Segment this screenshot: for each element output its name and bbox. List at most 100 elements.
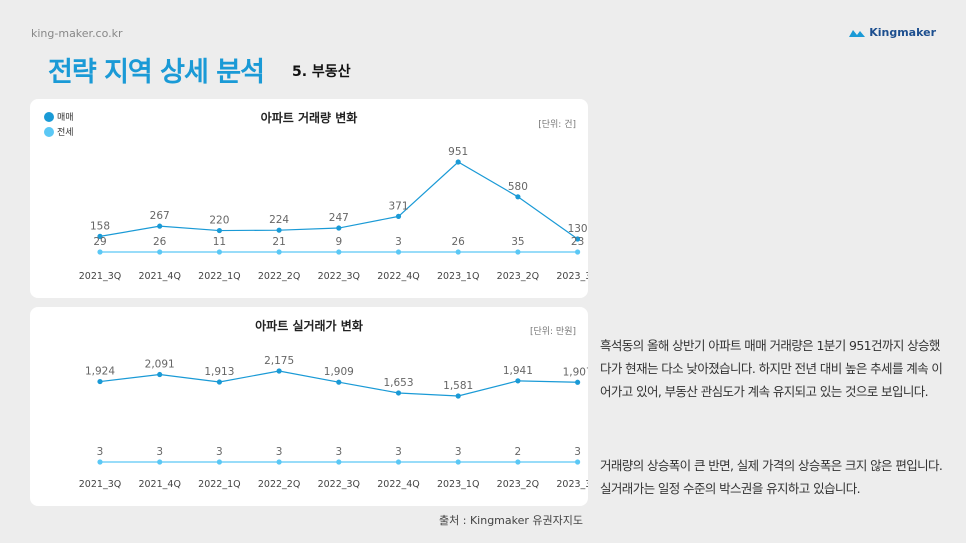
data-label: 21: [272, 236, 285, 248]
data-point: [97, 233, 103, 239]
data-point: [336, 459, 342, 465]
x-tick-label: 2022_1Q: [198, 271, 240, 282]
data-point: [515, 194, 521, 200]
data-label: 371: [388, 200, 408, 212]
description-paragraph-2: 거래량의 상승폭이 큰 반면, 실제 가격의 상승폭은 크지 않은 편입니다. …: [600, 458, 943, 496]
data-label: 3: [574, 446, 581, 458]
data-point: [216, 379, 222, 385]
data-label: 1,924: [85, 366, 115, 378]
data-point: [97, 459, 103, 465]
legend-dot-jeonse: [44, 126, 54, 137]
brand-logo: Kingmaker: [849, 26, 936, 39]
data-label: 1,581: [443, 380, 473, 392]
x-tick-label: 2022_4Q: [377, 479, 419, 490]
data-point: [276, 368, 282, 374]
data-point: [216, 227, 222, 234]
price-chart: 1,924 2,091 1,913 2,175 1,909 1,653 1,581 1,941…: [79, 355, 588, 490]
description-paragraph-1: 흑석동의 올해 상반기 아파트 매매 거래량은 1분기 951건까지 상승했다가…: [600, 338, 943, 399]
x-tick-label: 2023_3Q: [556, 479, 588, 490]
data-point: [455, 393, 461, 399]
data-point: [455, 159, 461, 165]
data-point: [276, 249, 282, 255]
data-point: [395, 249, 402, 255]
data-label: 1,909: [324, 366, 354, 378]
data-label: 2,091: [145, 359, 175, 371]
data-point: [515, 459, 521, 465]
site-url: king-maker.co.kr: [31, 27, 123, 40]
data-point: [216, 249, 222, 255]
x-tick-label: 2021_4Q: [138, 271, 180, 282]
data-point: [157, 249, 163, 255]
data-point: [575, 249, 581, 255]
x-tick-label: 2023_1Q: [437, 479, 479, 490]
legend-item-sale: 매매: [44, 109, 74, 124]
legend-item-jeonse: 전세: [44, 124, 74, 139]
data-label: 26: [153, 236, 167, 248]
page-title: 전략 지역 상세 분석: [48, 57, 265, 88]
data-label: 224: [269, 214, 289, 226]
chart-title: 아파트 거래량 변화: [260, 111, 358, 125]
data-point: [575, 236, 581, 242]
data-label: 1,941: [503, 365, 533, 377]
chart-legend: 매매 전세: [44, 109, 74, 139]
data-label: 220: [209, 215, 229, 227]
data-point: [395, 213, 402, 219]
data-point: [455, 459, 461, 465]
source-note: 출처 : Kingmaker 유권자지도: [439, 514, 583, 527]
x-tick-label: 2021_3Q: [79, 479, 121, 490]
data-label: 3: [216, 446, 223, 458]
data-label: 3: [97, 446, 104, 458]
x-tick-label: 2021_4Q: [138, 479, 180, 490]
data-point: [515, 249, 521, 255]
data-point: [395, 390, 402, 396]
price-chart-card: 1,924 2,091 1,913 2,175 1,909 1,653 1,581 1,941…: [30, 307, 588, 506]
x-tick-label: 2022_1Q: [198, 479, 240, 490]
data-label: 1,653: [383, 377, 413, 389]
x-tick-label: 2022_3Q: [318, 479, 360, 490]
data-label: 3: [395, 446, 402, 458]
data-label: 247: [329, 212, 349, 224]
x-tick-label: 2023_2Q: [497, 479, 539, 490]
data-label: 2: [515, 446, 522, 458]
brand-name: Kingmaker: [869, 26, 936, 39]
data-point: [336, 225, 342, 231]
data-label: 3: [276, 446, 283, 458]
data-label: 1,907: [563, 366, 588, 378]
section-subtitle: 5. 부동산: [292, 64, 351, 80]
x-tick-label: 2023_1Q: [437, 271, 479, 282]
data-label: 23: [571, 236, 584, 248]
x-tick-label: 2022_2Q: [258, 271, 300, 282]
x-tick-label: 2023_2Q: [497, 271, 539, 282]
legend-label-sale: 매매: [57, 113, 74, 123]
chart-unit: [단위: 건]: [538, 120, 576, 130]
data-label: 3: [335, 446, 342, 458]
data-point: [276, 227, 282, 233]
data-label: 9: [335, 236, 342, 248]
data-label: 3: [455, 446, 462, 458]
data-point: [336, 249, 342, 255]
data-label: 3: [395, 236, 402, 248]
data-point: [515, 378, 521, 384]
data-point: [336, 379, 342, 385]
volume-chart: 158 267 220 224 247 371 951 580 130 29 26 11 21 9 3 26 3…: [79, 146, 588, 282]
data-label: 267: [150, 210, 170, 222]
x-tick-label: 2022_4Q: [377, 271, 419, 282]
x-tick-label: 2022_3Q: [318, 271, 360, 282]
chart-title: 아파트 실거래가 변화: [255, 319, 363, 333]
data-label: 35: [511, 236, 524, 248]
data-label: 26: [452, 236, 466, 248]
data-label: 951: [448, 146, 468, 158]
data-point: [575, 379, 581, 385]
legend-label-jeonse: 전세: [57, 128, 74, 138]
crown-icon: [849, 29, 866, 37]
volume-chart-card: 158 267 220 224 247 371 951 580 130 29 26 11 21 9 3 26 3…: [30, 99, 588, 298]
data-point: [97, 378, 103, 385]
x-tick-label: 2023_3Q: [556, 271, 588, 282]
chart-unit: [단위: 만원]: [529, 327, 576, 337]
data-point: [575, 459, 581, 465]
data-point: [395, 459, 402, 465]
data-label: 3: [156, 446, 163, 458]
data-point: [455, 249, 461, 255]
x-tick-label: 2022_2Q: [258, 479, 300, 490]
data-point: [216, 459, 222, 465]
